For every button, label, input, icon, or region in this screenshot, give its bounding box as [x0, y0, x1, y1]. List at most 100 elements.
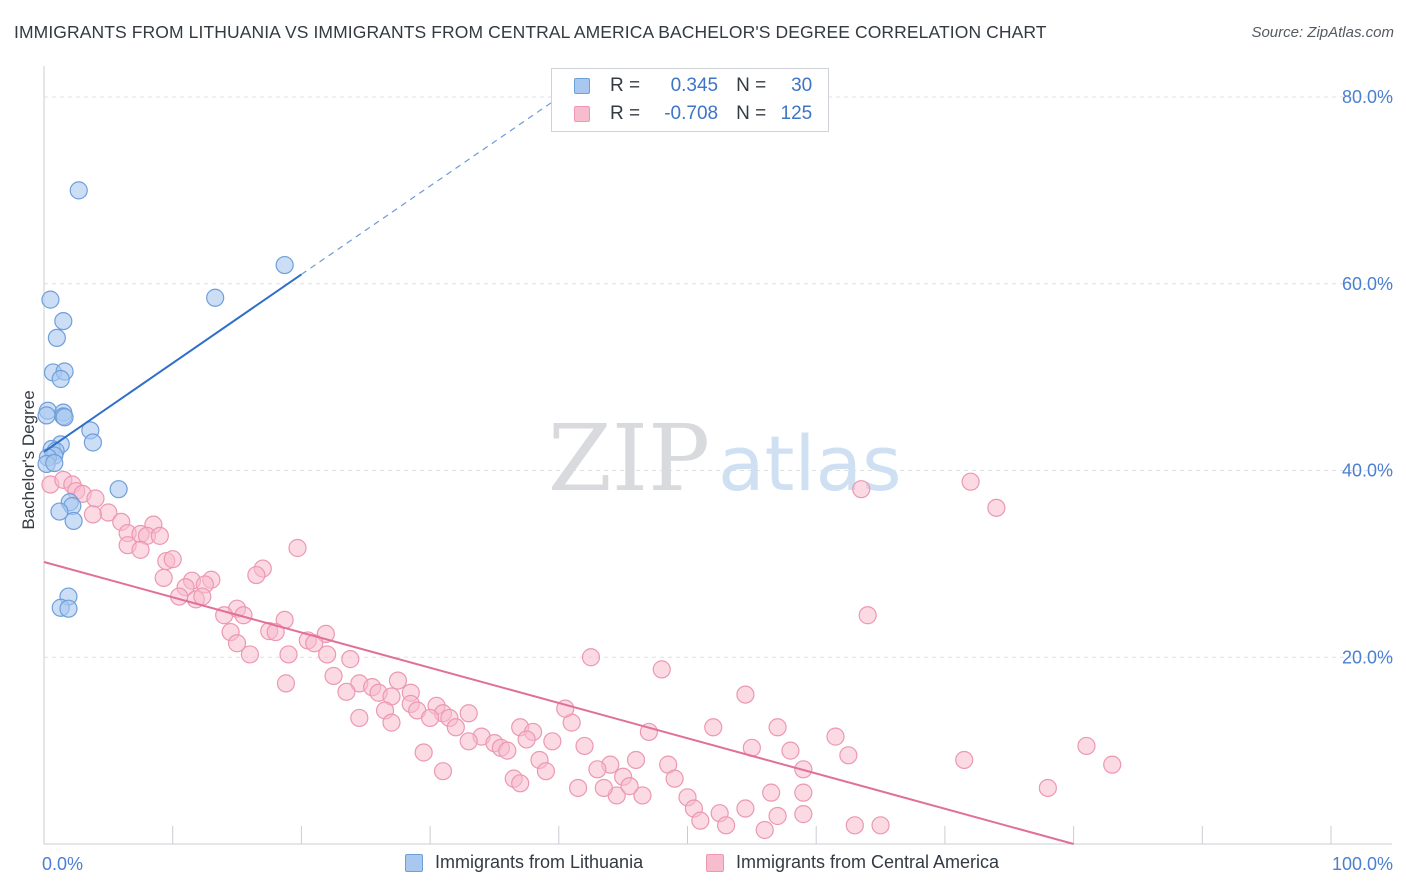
central-america-point [633, 786, 652, 805]
legend-item-lithuania[interactable]: Immigrants from Lithuania [405, 852, 643, 873]
central-america-point [839, 746, 858, 765]
central-america-point [382, 713, 401, 732]
y-tick-label: 80.0% [1342, 87, 1393, 107]
central-america-point [987, 498, 1006, 517]
central-america-point [1103, 755, 1122, 774]
central-america-point [318, 645, 337, 664]
series-lithuania [37, 181, 294, 618]
lithuania-point [64, 511, 83, 531]
central-america-point [704, 718, 723, 737]
central-america-point [845, 816, 864, 835]
y-tick-label: 20.0% [1342, 647, 1393, 667]
lithuania-trend-line [43, 273, 302, 453]
central-america-legend-swatch [706, 853, 724, 872]
central-america-point [498, 741, 517, 760]
central-america-point [781, 741, 800, 760]
central-america-point [247, 565, 266, 585]
lithuania-point [83, 433, 103, 452]
lithuania-point [54, 312, 73, 331]
central-america-point [150, 526, 169, 545]
lithuania-point [51, 369, 70, 389]
central-america-point [350, 708, 369, 728]
central-america-point [1077, 736, 1096, 756]
central-america-point [794, 783, 813, 802]
chart-title: IMMIGRANTS FROM LITHUANIA VS IMMIGRANTS … [14, 22, 1047, 42]
lithuania-point [109, 480, 128, 499]
lithuania-r-label: R = [610, 75, 641, 96]
lithuania-point [41, 290, 60, 309]
central-america-point [154, 568, 173, 587]
central-america-point [459, 732, 478, 751]
central-america-point [755, 820, 774, 840]
watermark-zip: ZIP [548, 405, 710, 512]
watermark-atlas: atlas [718, 419, 902, 508]
central-america-point [388, 671, 408, 690]
central-america-point [240, 645, 260, 664]
central-america-point [288, 538, 307, 558]
lithuania-swatch [574, 78, 590, 94]
y-tick-label: 60.0% [1342, 274, 1393, 294]
central-america-point [581, 648, 601, 667]
central-america-r-label: R = [610, 103, 641, 124]
lithuania-n-value: 30 [791, 75, 813, 96]
lithuania-point [59, 599, 78, 618]
central-america-point [305, 634, 324, 653]
central-america-point [421, 708, 440, 728]
central-america-point [569, 778, 588, 798]
central-america-point [86, 489, 105, 508]
central-america-point [536, 762, 556, 781]
stats-row-central-america: R = -0.708 N = 125 [574, 103, 813, 125]
central-america-point [639, 722, 658, 742]
central-america-point [626, 750, 646, 770]
central-america-point [594, 778, 613, 798]
central-america-point [736, 799, 755, 818]
central-america-point [588, 760, 607, 779]
central-america-point [794, 805, 813, 824]
x-tick-label-max: 100.0% [1332, 854, 1393, 874]
stats-legend: R = 0.345 N = 30 R = -0.708 N = 125 [551, 68, 829, 132]
lithuania-trend-extension [301, 89, 570, 275]
central-america-point [826, 727, 845, 746]
stats-row-lithuania: R = 0.345 N = 30 [574, 75, 813, 97]
central-america-point [652, 660, 671, 679]
central-america-point [955, 750, 974, 770]
central-america-point [575, 736, 594, 756]
lithuania-point [275, 255, 294, 275]
lithuania-point [45, 453, 64, 473]
lithuania-n-label: N = [736, 75, 767, 96]
y-axis-label: Bachelor's Degree [19, 390, 38, 529]
central-america-n-value: 125 [780, 103, 813, 124]
central-america-trend-line [43, 561, 1074, 845]
central-america-point [762, 783, 781, 802]
central-america-point [276, 674, 296, 693]
central-america-point [543, 732, 562, 751]
watermark: ZIP atlas [548, 405, 902, 512]
central-america-point [961, 472, 980, 491]
central-america-point [83, 505, 103, 524]
central-america-n-label: N = [736, 103, 767, 124]
lithuania-point [206, 288, 225, 307]
central-america-point [511, 774, 530, 793]
central-america-point [227, 634, 247, 653]
x-tick-labels: 0.0% 100.0% [42, 854, 1393, 874]
y-tick-label: 40.0% [1342, 461, 1393, 481]
central-america-point [620, 777, 639, 796]
central-america-point [858, 606, 877, 625]
central-america-point [459, 704, 478, 723]
central-america-swatch [574, 106, 590, 122]
central-america-point [337, 682, 356, 701]
central-america-point [665, 769, 684, 788]
central-america-point [871, 816, 890, 835]
lithuania-point [55, 408, 74, 427]
lithuania-r-value: 0.345 [670, 75, 719, 96]
trend-lines [43, 89, 1074, 845]
x-tick-label-min: 0.0% [42, 854, 83, 874]
central-america-point [433, 762, 453, 781]
central-america-point [163, 550, 182, 569]
central-america-point [324, 666, 343, 686]
central-america-point [279, 645, 298, 664]
legend-item-central-america[interactable]: Immigrants from Central America [706, 852, 999, 873]
central-america-point [717, 816, 736, 835]
central-america-legend-label: Immigrants from Central America [736, 852, 1000, 872]
